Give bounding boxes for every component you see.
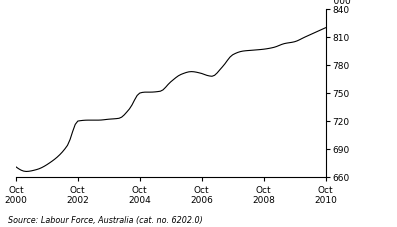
Text: Source: Labour Force, Australia (cat. no. 6202.0): Source: Labour Force, Australia (cat. no… (8, 216, 203, 225)
Text: '000: '000 (331, 0, 351, 6)
